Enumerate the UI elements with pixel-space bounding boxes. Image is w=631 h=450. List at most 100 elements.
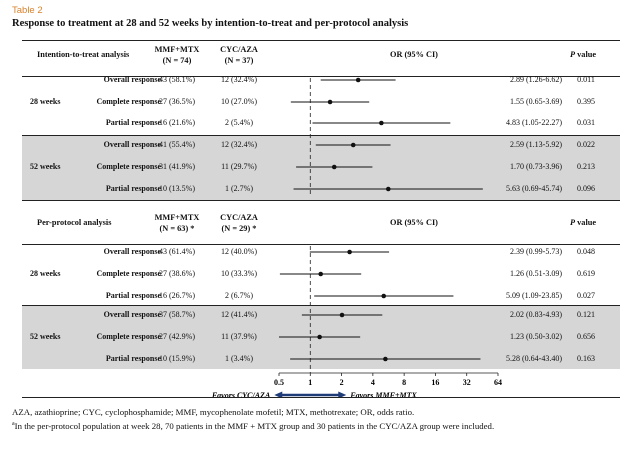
itt-g0-r0-point: [355, 77, 361, 83]
itt-g1-r1-or-text: 1.70 (0.73-3.96): [510, 162, 562, 171]
x-tick-label-2: 2: [340, 378, 344, 387]
pp-g1-r1-mmf: 27 (42.9%): [159, 332, 195, 341]
itt-g1-r2-mmf: 10 (13.5%): [159, 184, 195, 193]
itt-g0-r0-or-text: 2.89 (1.26-6.62): [510, 75, 562, 84]
pp-rule-0: [22, 244, 620, 245]
pp-g0-r2-cyc: 2 (6.7%): [225, 291, 253, 300]
itt-g0-r0-p: 0.011: [577, 75, 595, 84]
per-protocol-footnote: aIn the per-protocol population at week …: [12, 421, 494, 431]
pp-group-label-1: 52 weeks: [30, 332, 61, 341]
pp-g1-r0-mmf: 37 (58.7%): [159, 310, 195, 319]
pp-g0-r0-cyc: 12 (40.0%): [221, 247, 257, 256]
itt-g1-r1-label: Complete response: [96, 162, 161, 171]
pp-g0-r0-label: Overall response: [103, 247, 161, 256]
favors-arrow-right-head: [338, 391, 347, 397]
x-tick-label-0: 0.5: [274, 378, 284, 387]
itt-group-label-1: 52 weeks: [30, 162, 61, 171]
itt-rule-0: [22, 76, 620, 77]
pp-g0-r1-cyc: 10 (33.3%): [221, 269, 257, 278]
pp-g1-r0-p: 0.121: [577, 310, 595, 319]
itt-g1-r1-point: [331, 164, 337, 170]
itt-g0-r1-or-text: 1.55 (0.65-3.69): [510, 97, 562, 106]
itt-g1-r2-or-text: 5.63 (0.69-45.74): [506, 184, 562, 193]
forest-plot-svg: 0.5 1 2 4 8 16 32 64 Favors CYC/AZA Favors MMF+MT…: [211, 77, 502, 397]
itt-g0-r0-cyc: 12 (32.4%): [221, 75, 257, 84]
footnote-marker: a: [12, 421, 15, 428]
pp-g1-r0-or-text: 2.02 (0.83-4.93): [510, 310, 562, 319]
itt-g1-r0-p: 0.022: [577, 140, 595, 149]
itt-g0-r1-point: [327, 99, 333, 105]
x-tick-label-3: 4: [371, 378, 375, 387]
itt-g1-r2-p: 0.096: [577, 184, 595, 193]
itt-col1-name: MMF+MTX: [154, 45, 200, 54]
itt-g0-r2-mmf: 16 (21.6%): [159, 118, 195, 127]
table-label: Table 2: [12, 5, 43, 16]
itt-g1-r0-mmf: 41 (55.4%): [159, 140, 195, 149]
pp-col2-n: (N = 29) *: [221, 224, 257, 233]
pp-g1-r1-label: Complete response: [96, 332, 161, 341]
pp-g1-r2-cyc: 1 (3.4%): [225, 354, 253, 363]
pp-p-italic: P: [570, 218, 576, 227]
pp-g0-r1-p: 0.619: [577, 269, 595, 278]
x-tick-label-4: 8: [402, 378, 406, 387]
pp-g1-r1-or-text: 1.23 (0.50-3.02): [510, 332, 562, 341]
pp-g1-r2-label: Partial response: [105, 354, 161, 363]
itt-col1-n: (N = 74): [162, 56, 192, 65]
x-tick-label-1: 1: [308, 378, 312, 387]
x-tick-label-6: 32: [463, 378, 471, 387]
pp-g0-r0-point: [347, 249, 352, 255]
x-tick-label-7: 64: [494, 378, 502, 387]
pp-g0-r2-label: Partial response: [105, 291, 161, 300]
itt-g1-r0-point: [350, 142, 356, 148]
pp-rule-1: [22, 305, 620, 306]
itt-g1-r0-cyc: 12 (32.4%): [221, 140, 257, 149]
favors-arrow-left-head: [274, 391, 283, 397]
pp-g0-r0-or-text: 2.39 (0.99-5.73): [510, 247, 562, 256]
pp-col2-name: CYC/AZA: [220, 213, 258, 222]
favors-right-label: Favors MMF+MTX: [349, 391, 417, 397]
itt-g0-r2-or-text: 4.83 (1.05-22.27): [506, 118, 562, 127]
table-title: Response to treatment at 28 and 52 weeks…: [12, 18, 409, 29]
itt-rule-2: [22, 200, 620, 201]
pp-p-rest: value: [575, 218, 597, 227]
pp-g0-r0-p: 0.048: [577, 247, 595, 256]
itt-group-label-0: 28 weeks: [30, 97, 61, 106]
pp-g1-r2-mmf: 10 (15.9%): [159, 354, 195, 363]
itt-p-heading: P value: [570, 50, 596, 59]
itt-g0-r1-p: 0.395: [577, 97, 595, 106]
pp-g1-r0-label: Overall response: [103, 310, 161, 319]
itt-g1-r1-p: 0.213: [577, 162, 595, 171]
pp-g0-r2-or-text: 5.09 (1.09-23.85): [506, 291, 562, 300]
table-top-rule: [22, 40, 620, 41]
x-tick-label-5: 16: [431, 378, 439, 387]
pp-col1-n: (N = 63) *: [159, 224, 195, 233]
itt-g1-r2-cyc: 1 (2.7%): [225, 184, 253, 193]
pp-g0-r1-label: Complete response: [96, 269, 161, 278]
itt-or-heading: OR (95% CI): [390, 50, 438, 59]
pp-g0-r2-point: [381, 293, 387, 299]
itt-g0-r0-label: Overall response: [103, 75, 161, 84]
pp-p-heading: P value: [570, 218, 596, 227]
itt-g0-r1-cyc: 10 (27.0%): [221, 97, 257, 106]
itt-p-italic: P: [570, 50, 576, 59]
pp-g1-r1-p: 0.656: [577, 332, 595, 341]
pp-g0-r1-or-text: 1.26 (0.51-3.09): [510, 269, 562, 278]
pp-g1-r0-cyc: 12 (41.4%): [221, 310, 257, 319]
forest-plot-table: 0.5 1 2 4 8 16 32 64 Favors CYC/AZA Favors MMF+MT…: [22, 40, 620, 398]
table-bottom-rule: [22, 397, 620, 398]
pp-g0-r2-p: 0.027: [577, 291, 595, 300]
favors-left-label: Favors CYC/AZA: [211, 391, 271, 397]
itt-g1-r1-mmf: 31 (41.9%): [159, 162, 195, 171]
itt-g0-r1-label: Complete response: [96, 97, 161, 106]
pp-g0-r2-mmf: 16 (26.7%): [159, 291, 195, 300]
pp-or-heading: OR (95% CI): [390, 218, 438, 227]
itt-g0-r1-mmf: 27 (36.5%): [159, 97, 195, 106]
pp-g1-r2-or-text: 5.28 (0.64-43.40): [506, 354, 562, 363]
pp-g1-r2-p: 0.163: [577, 354, 595, 363]
itt-analysis-heading: Intention-to-treat analysis: [37, 50, 130, 59]
pp-g1-r2-point: [383, 356, 388, 362]
pp-analysis-heading: Per-protocol analysis: [37, 218, 112, 227]
itt-g1-r2-label: Partial response: [105, 184, 161, 193]
itt-g1-r2-point: [385, 186, 391, 192]
pp-g0-r1-point: [318, 271, 324, 277]
